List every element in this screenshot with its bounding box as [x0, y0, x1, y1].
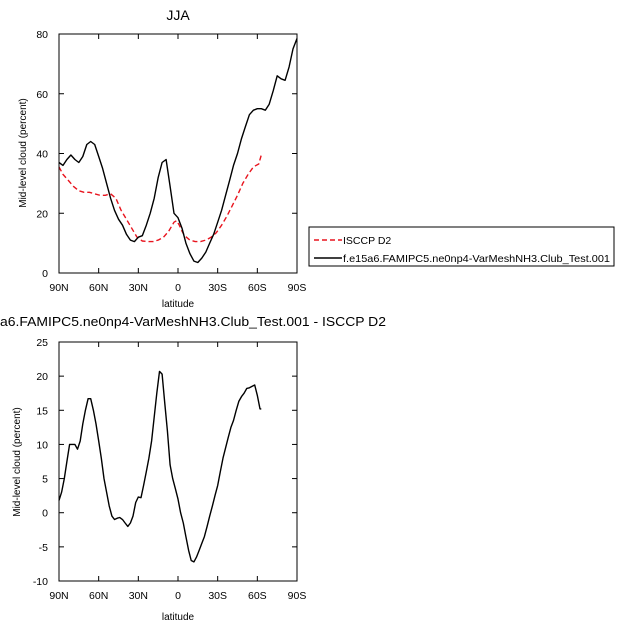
- bottom-plot-title: a6.FAMIPC5.ne0np4-VarMeshNH3.Club_Test.0…: [0, 314, 386, 329]
- bottom-plot-series: [58, 370, 262, 563]
- top-ytick-label: 0: [42, 268, 48, 280]
- bottom-xtick-label: 90S: [288, 590, 307, 602]
- legend-box: [308, 226, 615, 267]
- bottom-xtick-label: 0: [175, 590, 181, 602]
- top-series-line-0: [58, 154, 262, 243]
- top-series-line-1: [58, 38, 298, 264]
- top-plot-ticks: 90N 60N 30N 0 30S 60S 90S 0 20 40 60 80: [36, 29, 306, 294]
- bottom-ytick-label: 25: [36, 337, 48, 349]
- bottom-ytick-label: 15: [36, 405, 48, 417]
- top-ytick-label: 80: [36, 29, 48, 41]
- top-ytick-label: 60: [36, 89, 48, 101]
- bottom-xtick-label: 60S: [248, 590, 267, 602]
- bottom-plot-ticks: 90N 60N 30N 0 30S 60S 90S -10 -5 0 5 10 15 20 25: [33, 337, 307, 602]
- top-plot-title: JJA: [166, 7, 190, 23]
- legend-label-isccp: ISCCP D2: [343, 235, 391, 247]
- bottom-plot: a6.FAMIPC5.ne0np4-VarMeshNH3.Club_Test.0…: [0, 314, 386, 623]
- bottom-series-line-0: [58, 370, 262, 563]
- bottom-ytick-label: 0: [42, 508, 48, 520]
- bottom-xtick-label: 30N: [129, 590, 148, 602]
- top-xtick-label: 60N: [89, 282, 108, 294]
- bottom-plot-frame: [58, 341, 298, 582]
- bottom-xtick-label: 30S: [208, 590, 227, 602]
- top-ytick-label: 40: [36, 149, 48, 161]
- top-plot-ylabel: Mid-level cloud (percent): [18, 98, 29, 208]
- top-xtick-label: 60S: [248, 282, 267, 294]
- legend-label-model: f.e15a6.FAMIPC5.ne0np4-VarMeshNH3.Club_T…: [343, 253, 610, 265]
- top-plot-xlabel: latitude: [162, 299, 195, 310]
- bottom-ytick-label: -10: [33, 576, 48, 588]
- bottom-xtick-label: 90N: [49, 590, 68, 602]
- top-xtick-label: 0: [175, 282, 181, 294]
- bottom-ytick-label: -5: [39, 542, 48, 554]
- top-plot: JJA Mid-level cloud (percent) latitude 9…: [18, 7, 306, 310]
- top-xtick-label: 90S: [288, 282, 307, 294]
- bottom-xtick-label: 60N: [89, 590, 108, 602]
- top-xtick-label: 90N: [49, 282, 68, 294]
- bottom-ytick-label: 5: [42, 474, 48, 486]
- bottom-plot-xlabel: latitude: [162, 612, 195, 623]
- top-xtick-label: 30N: [129, 282, 148, 294]
- top-xtick-label: 30S: [208, 282, 227, 294]
- top-ytick-label: 20: [36, 208, 48, 220]
- top-plot-series: [58, 38, 298, 264]
- legend: ISCCP D2 f.e15a6.FAMIPC5.ne0np4-VarMeshN…: [308, 226, 615, 267]
- bottom-ytick-label: 20: [36, 371, 48, 383]
- bottom-ytick-label: 10: [36, 439, 48, 451]
- bottom-plot-ylabel: Mid-level cloud (percent): [12, 407, 23, 517]
- top-plot-frame: [58, 33, 298, 274]
